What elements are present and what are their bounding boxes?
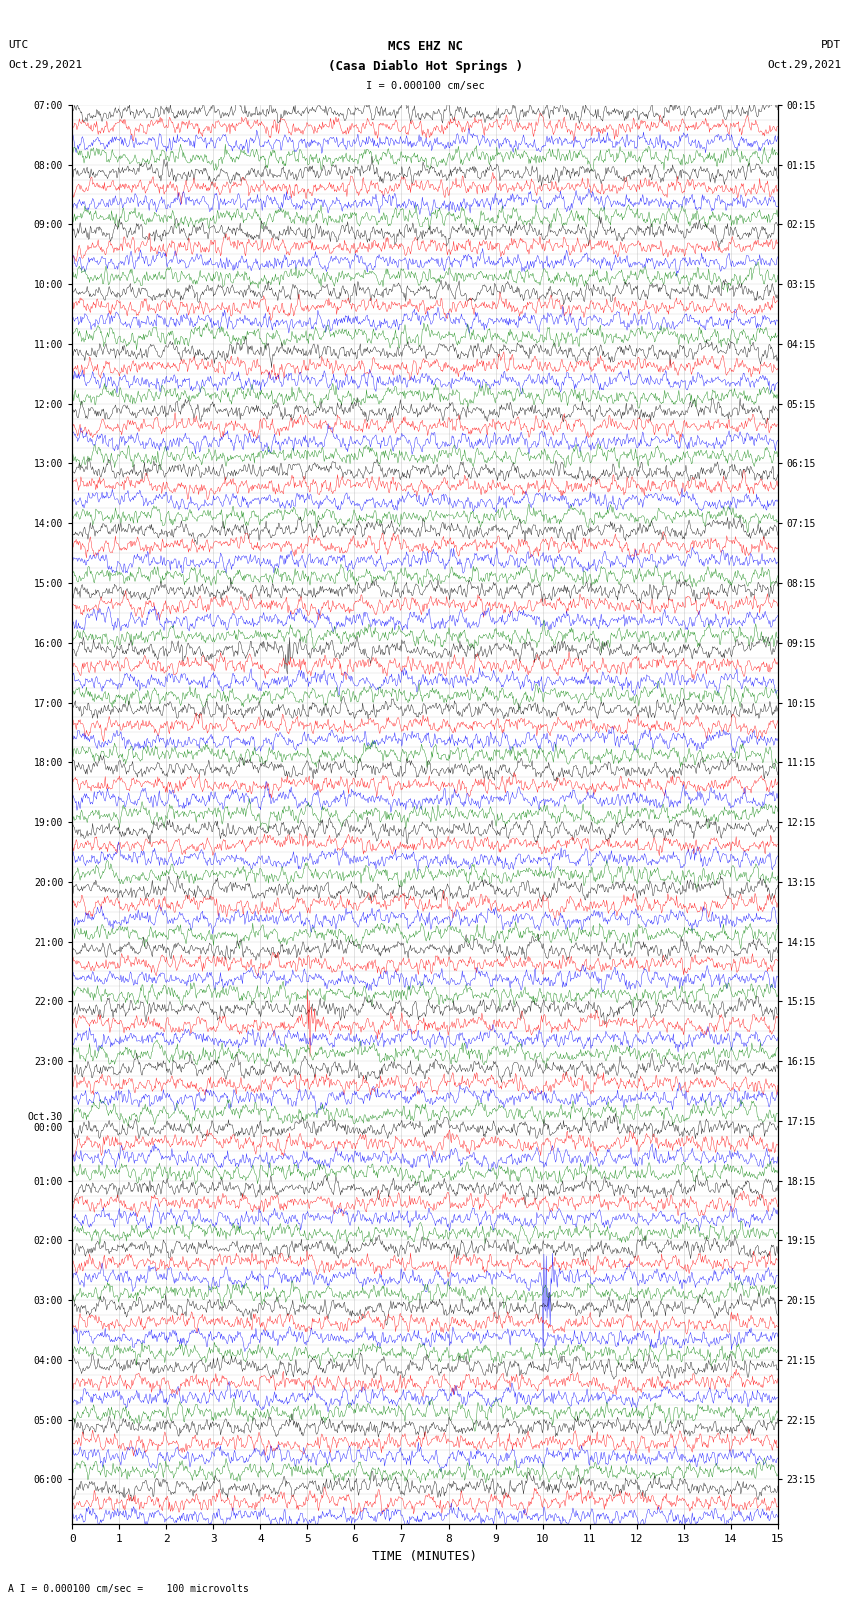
Text: PDT: PDT [821, 40, 842, 50]
Text: I = 0.000100 cm/sec: I = 0.000100 cm/sec [366, 81, 484, 90]
Text: UTC: UTC [8, 40, 29, 50]
Text: Oct.29,2021: Oct.29,2021 [768, 60, 842, 69]
Text: Oct.29,2021: Oct.29,2021 [8, 60, 82, 69]
Text: MCS EHZ NC: MCS EHZ NC [388, 40, 462, 53]
Text: A I = 0.000100 cm/sec =    100 microvolts: A I = 0.000100 cm/sec = 100 microvolts [8, 1584, 249, 1594]
Text: (Casa Diablo Hot Springs ): (Casa Diablo Hot Springs ) [327, 60, 523, 73]
X-axis label: TIME (MINUTES): TIME (MINUTES) [372, 1550, 478, 1563]
